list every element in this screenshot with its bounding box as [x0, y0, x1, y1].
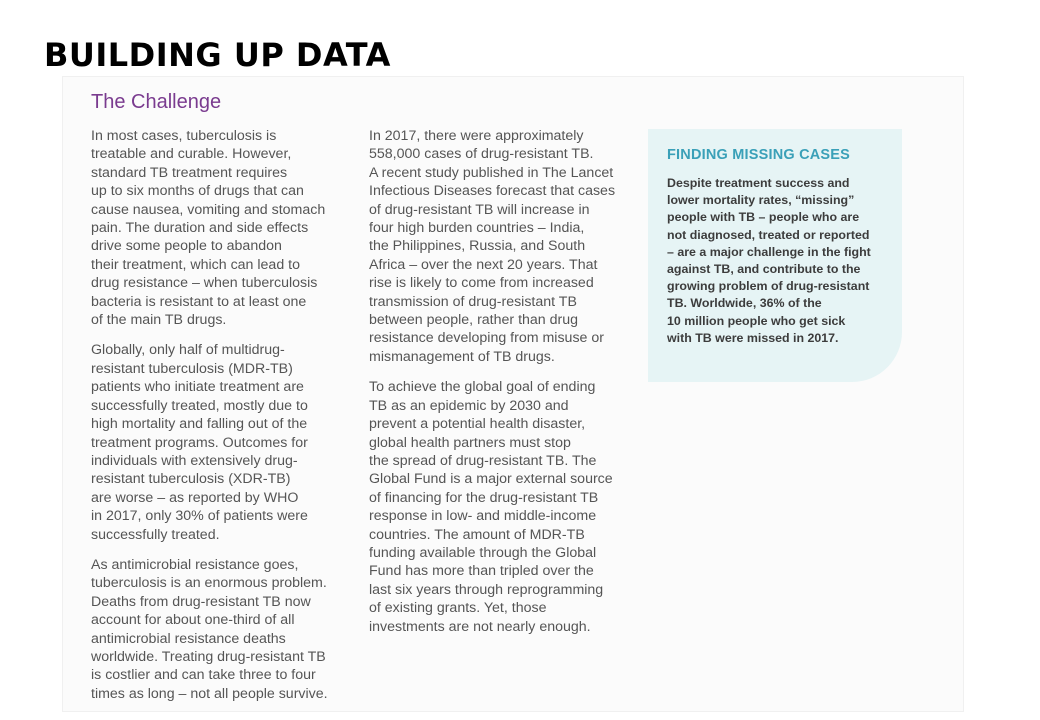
- document-excerpt: The Challenge In most cases, tuberculosi…: [62, 76, 964, 712]
- paragraph: In 2017, there were approximately 558,00…: [369, 128, 616, 365]
- callout-box: FINDING MISSING CASES Despite treatment …: [648, 129, 902, 382]
- paragraph: To achieve the global goal of ending TB …: [369, 379, 613, 635]
- callout-title: FINDING MISSING CASES: [667, 147, 851, 163]
- paragraph: Globally, only half of multidrug- resist…: [91, 342, 308, 543]
- text-column-middle: In 2017, there were approximately 558,00…: [369, 127, 631, 648]
- slide-title: BUILDING UP DATA: [44, 36, 391, 74]
- paragraph: In most cases, tuberculosis is treatable…: [91, 128, 326, 329]
- paragraph: As antimicrobial resistance goes, tuberc…: [91, 556, 328, 702]
- callout-text: Despite treatment success and lower mort…: [667, 176, 871, 345]
- text-column-left: In most cases, tuberculosis is treatable…: [91, 127, 353, 715]
- section-heading: The Challenge: [91, 91, 222, 113]
